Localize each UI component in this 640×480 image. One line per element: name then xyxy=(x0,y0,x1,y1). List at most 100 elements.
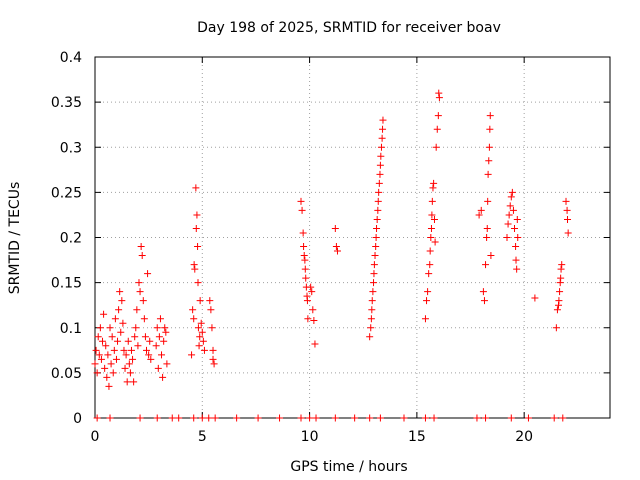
data-point xyxy=(138,252,146,260)
data-point xyxy=(194,324,202,332)
data-point xyxy=(564,215,572,223)
data-point xyxy=(143,346,150,354)
data-point xyxy=(377,143,385,151)
data-point xyxy=(112,355,120,363)
data-point xyxy=(109,369,117,377)
data-point xyxy=(134,342,142,350)
data-point xyxy=(101,364,109,372)
x-tick-label: 20 xyxy=(515,429,533,445)
data-point xyxy=(207,306,215,314)
data-point xyxy=(135,279,143,287)
data-point xyxy=(486,112,494,120)
data-point xyxy=(366,333,374,341)
data-point xyxy=(373,224,381,232)
data-point xyxy=(198,328,206,336)
data-point xyxy=(531,294,539,302)
data-point xyxy=(205,414,213,422)
data-point xyxy=(552,324,560,332)
data-point xyxy=(188,351,196,359)
data-point xyxy=(141,333,149,341)
data-point xyxy=(136,414,144,422)
data-point xyxy=(435,89,443,97)
data-point xyxy=(482,414,490,422)
x-tick-label: 5 xyxy=(198,429,207,445)
data-point xyxy=(556,288,564,296)
data-point xyxy=(153,324,161,332)
data-points xyxy=(91,89,572,422)
data-point xyxy=(152,342,160,350)
data-point xyxy=(153,414,161,422)
data-point xyxy=(333,247,341,255)
data-point xyxy=(423,297,431,305)
x-tick-label: 10 xyxy=(301,429,319,445)
data-point xyxy=(331,414,339,422)
data-point xyxy=(431,238,439,246)
data-point xyxy=(400,414,408,422)
data-point xyxy=(434,112,442,120)
data-point xyxy=(104,351,112,359)
data-point xyxy=(477,206,485,214)
data-point xyxy=(190,261,198,269)
data-point xyxy=(155,333,163,341)
data-point xyxy=(196,333,204,341)
plot-frame xyxy=(94,56,611,419)
y-tick-label: 0.05 xyxy=(51,366,82,382)
data-point xyxy=(373,215,381,223)
data-point xyxy=(370,261,378,269)
data-point xyxy=(197,319,205,327)
data-point xyxy=(504,220,512,228)
data-point xyxy=(146,337,154,345)
data-point xyxy=(99,337,107,345)
data-point xyxy=(309,306,317,314)
data-point xyxy=(430,215,438,223)
data-point xyxy=(371,252,379,260)
data-point xyxy=(301,256,309,264)
data-point xyxy=(485,157,493,165)
data-point xyxy=(96,324,104,332)
data-point xyxy=(161,324,169,332)
data-point xyxy=(91,360,99,368)
data-point xyxy=(209,346,217,354)
data-point xyxy=(130,378,138,386)
data-point xyxy=(301,265,309,273)
data-point xyxy=(191,265,199,273)
data-point xyxy=(139,297,147,305)
data-point xyxy=(297,414,305,422)
data-point xyxy=(194,279,202,287)
data-point xyxy=(379,125,387,133)
data-point xyxy=(376,170,384,178)
data-point xyxy=(368,306,376,314)
y-tick-label: 0.4 xyxy=(60,50,82,66)
data-point xyxy=(102,342,110,350)
data-point xyxy=(427,234,435,241)
data-point xyxy=(366,414,374,422)
data-point xyxy=(372,234,380,241)
data-point xyxy=(110,346,118,354)
data-point xyxy=(367,324,375,332)
data-point xyxy=(430,414,438,422)
data-point xyxy=(506,202,514,210)
data-point xyxy=(97,355,105,363)
data-point xyxy=(435,94,443,102)
data-point xyxy=(424,288,432,296)
data-point xyxy=(304,315,312,323)
data-point xyxy=(196,297,204,305)
axis-ticks: 0 0.05 0.1 0.15 0.2 0.25 0.3 0.35 0.4 0 5 10 15 20 xyxy=(51,50,610,445)
data-point xyxy=(432,143,440,151)
chart-title: Day 198 of 2025, SRMTID for receiver boa… xyxy=(197,20,501,36)
data-point xyxy=(483,234,491,241)
data-point xyxy=(106,414,114,422)
data-point xyxy=(111,315,119,323)
data-point xyxy=(192,224,200,232)
data-point xyxy=(94,333,102,341)
y-axis-label: SRMTID / TECUs xyxy=(7,182,23,295)
data-point xyxy=(484,197,492,205)
data-point xyxy=(303,297,311,305)
data-point xyxy=(503,234,511,241)
data-point xyxy=(300,243,308,251)
data-point xyxy=(145,351,153,359)
data-point xyxy=(550,414,558,422)
y-tick-label: 0 xyxy=(73,411,82,427)
data-point xyxy=(200,346,208,354)
